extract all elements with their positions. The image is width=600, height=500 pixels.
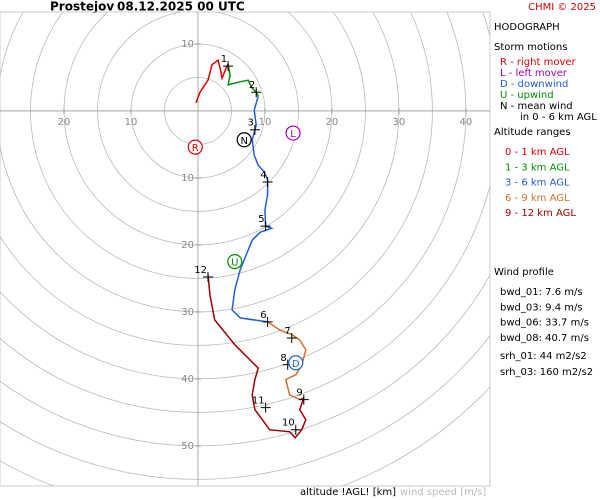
altitude-mark [262,176,273,187]
helicity-value: srh_03: 160 m2/s2 [500,367,593,378]
storm-motion-legend: R - right mover [500,57,577,68]
station: Prostejov [50,0,114,14]
speed-ring [0,12,467,380]
storm-motion-legend: L - left mover [500,68,568,79]
storm-motion-marker [288,355,304,371]
storm-motion-legend: D - downwind [500,79,568,90]
wind-profile-value: bwd_01: 7.6 m/s [500,287,583,298]
panel-title: HODOGRAPH [494,22,560,33]
storm-motion-marker [187,139,203,155]
altitude-label: 12 [194,265,207,276]
altitude-label: 5 [258,214,264,225]
legend-entry: 6 - 9 km AGL [505,193,570,204]
storm-motions-title: Storm motions [494,42,567,53]
y-tick-label: 50 [181,441,194,452]
x-tick-label: 30 [393,117,406,128]
altitude-label: 6 [260,310,266,321]
altitude-mark [260,221,271,232]
storm-motions-note: in 0 - 6 km AGL [520,112,597,123]
speed-ring [0,12,433,346]
y-tick-label: 10 [181,173,194,184]
altitude-mark [298,394,309,405]
speed-ring [0,12,490,413]
hodograph-line [231,95,274,323]
datetime: 08.12.2025 00 UTC [117,0,245,14]
speed-ring [0,334,490,480]
altitude-mark [260,402,271,413]
altitude-label: 1 [221,54,227,65]
legend-entry: 0 - 1 km AGL [505,147,570,158]
storm-motion-letter: U [231,258,238,269]
hodograph-line [227,63,259,97]
storm-motion-marker [285,125,301,141]
altitude-mark [249,124,260,135]
altitude-label: 2 [249,80,255,91]
y-tick-label: 30 [181,307,194,318]
altitude-label: 7 [284,326,290,337]
legend-entry: 3 - 6 km AGL [505,178,570,189]
hodograph-line [195,58,229,104]
speed-label: wind speed [m/s] [400,487,486,498]
storm-motion-letter: L [290,129,296,140]
altitude-mark [223,61,234,72]
storm-motion-legend: N - mean wind [500,101,573,112]
altitude-label: 10 [282,418,295,429]
altitude-title: Altitude ranges [494,127,571,138]
storm-motion-letter: D [292,359,300,370]
altitude-label: altitude !AGL! [km] [300,487,396,498]
y-tick-label: 10 [181,39,194,50]
altitude-label: 4 [260,170,266,181]
plot-frame [0,11,491,487]
altitude-mark [286,332,297,343]
x-tick-label: 40 [460,117,473,128]
altitude-mark [203,272,214,283]
hodograph-line [207,274,307,439]
storm-motion-legend: U - upwind [500,90,554,101]
wind-profile-value: bwd_06: 33.7 m/s [500,318,589,329]
altitude-label: 11 [252,396,265,407]
storm-motion-letter: N [240,136,247,147]
wind-profile-value: bwd_08: 40.7 m/s [500,333,589,344]
x-tick-label: 10 [125,117,138,128]
storm-motion-marker [236,132,252,148]
speed-ring [0,274,490,447]
x-tick-label: 20 [58,117,71,128]
y-tick-label: 20 [181,240,194,251]
legend-entry: 9 - 12 km AGL [505,208,576,219]
credit: CHMI © 2025 [528,2,596,13]
altitude-mark [262,316,273,327]
wind-profile-value: bwd_03: 9.4 m/s [500,302,583,313]
x-tick-label: 20 [326,117,339,128]
wind-profile-title: Wind profile [494,267,554,278]
altitude-label: 3 [248,118,254,129]
storm-motion-marker [227,254,243,270]
legend-entry: 1 - 3 km AGL [505,162,570,173]
altitude-label: 8 [280,353,286,364]
altitude-mark [251,87,262,98]
y-tick-label: 40 [181,374,194,385]
storm-motion-letter: R [192,143,199,154]
x-tick-label: 10 [259,117,272,128]
altitude-mark [290,424,301,435]
helicity-value: srh_01: 44 m2/s2 [500,351,587,362]
altitude-label: 9 [296,388,302,399]
